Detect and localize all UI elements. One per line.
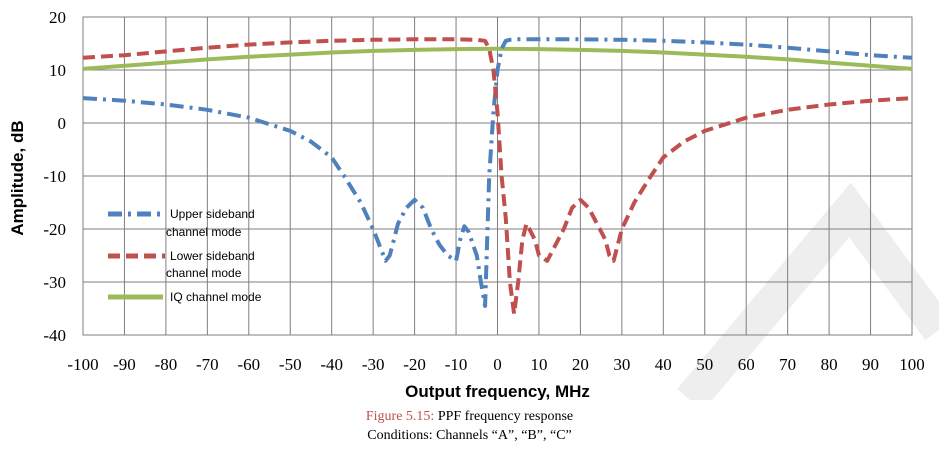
x-tick-label: -60 [237, 355, 260, 374]
y-tick-label: 10 [49, 61, 66, 80]
x-tick-label: -30 [362, 355, 385, 374]
legend-label-lower-line1: Lower sideband [170, 249, 255, 263]
x-tick-label: 40 [655, 355, 672, 374]
x-tick-label: 100 [899, 355, 925, 374]
x-tick-label: -80 [155, 355, 178, 374]
y-tick-label: -20 [43, 220, 66, 239]
x-tick-label: 30 [613, 355, 630, 374]
figure-conditions: Conditions: Channels “A”, “B”, “C” [367, 428, 572, 443]
legend-label-upper-line2: channel mode [166, 225, 242, 239]
x-tick-label: 0 [493, 355, 502, 374]
plot-area-border [82, 16, 913, 336]
x-axis-title: Output frequency, MHz [405, 382, 590, 400]
legend-label-iq: IQ channel mode [170, 290, 262, 304]
x-tick-label: -90 [113, 355, 136, 374]
legend-label-lower-line2: channel mode [166, 266, 242, 280]
x-tick-label: -40 [320, 355, 343, 374]
legend: Upper sideband channel mode Lower sideba… [108, 207, 262, 304]
y-axis-title: Amplitude, dB [8, 120, 27, 235]
x-tick-label: 20 [572, 355, 589, 374]
y-tick-label: -10 [43, 167, 66, 186]
series-layer [82, 37, 913, 316]
series-line-iq-channel [82, 46, 913, 71]
frequency-response-chart: -100 -90 -80 -70 -60 -50 -40 -30 -20 -10 0 10 20 30 40… [8, 8, 939, 400]
x-tick-label: -100 [67, 355, 98, 374]
x-tick-label: 60 [738, 355, 755, 374]
x-tick-label: -50 [279, 355, 302, 374]
y-tick-labels: -40 -30 -20 -10 0 10 20 [43, 8, 66, 345]
series-line-upper-sideband [82, 37, 913, 308]
series-line-lower-sideband [82, 37, 913, 316]
watermark-stroke [676, 182, 939, 400]
x-tick-label: -10 [445, 355, 468, 374]
x-tick-label: 10 [530, 355, 547, 374]
y-tick-label: 20 [49, 8, 66, 27]
y-tick-label: 0 [58, 114, 67, 133]
figure-title: PPF frequency response [437, 409, 574, 424]
x-tick-labels: -100 -90 -80 -70 -60 -50 -40 -30 -20 -10 0 10 20 30 40… [67, 355, 924, 374]
y-tick-label: -40 [43, 326, 66, 345]
legend-label-upper-line1: Upper sideband [170, 207, 255, 221]
x-tick-label: -20 [403, 355, 426, 374]
y-tick-label: -30 [43, 273, 66, 292]
x-tick-label: 80 [821, 355, 838, 374]
figure-caption: Figure 5.15: PPF frequency response [0, 408, 939, 425]
figure-number: Figure 5.15: [365, 409, 435, 424]
x-tick-label: 90 [862, 355, 879, 374]
x-tick-label: 70 [779, 355, 796, 374]
x-tick-label: -70 [196, 355, 219, 374]
x-tick-label: 50 [696, 355, 713, 374]
watermark [676, 182, 939, 400]
